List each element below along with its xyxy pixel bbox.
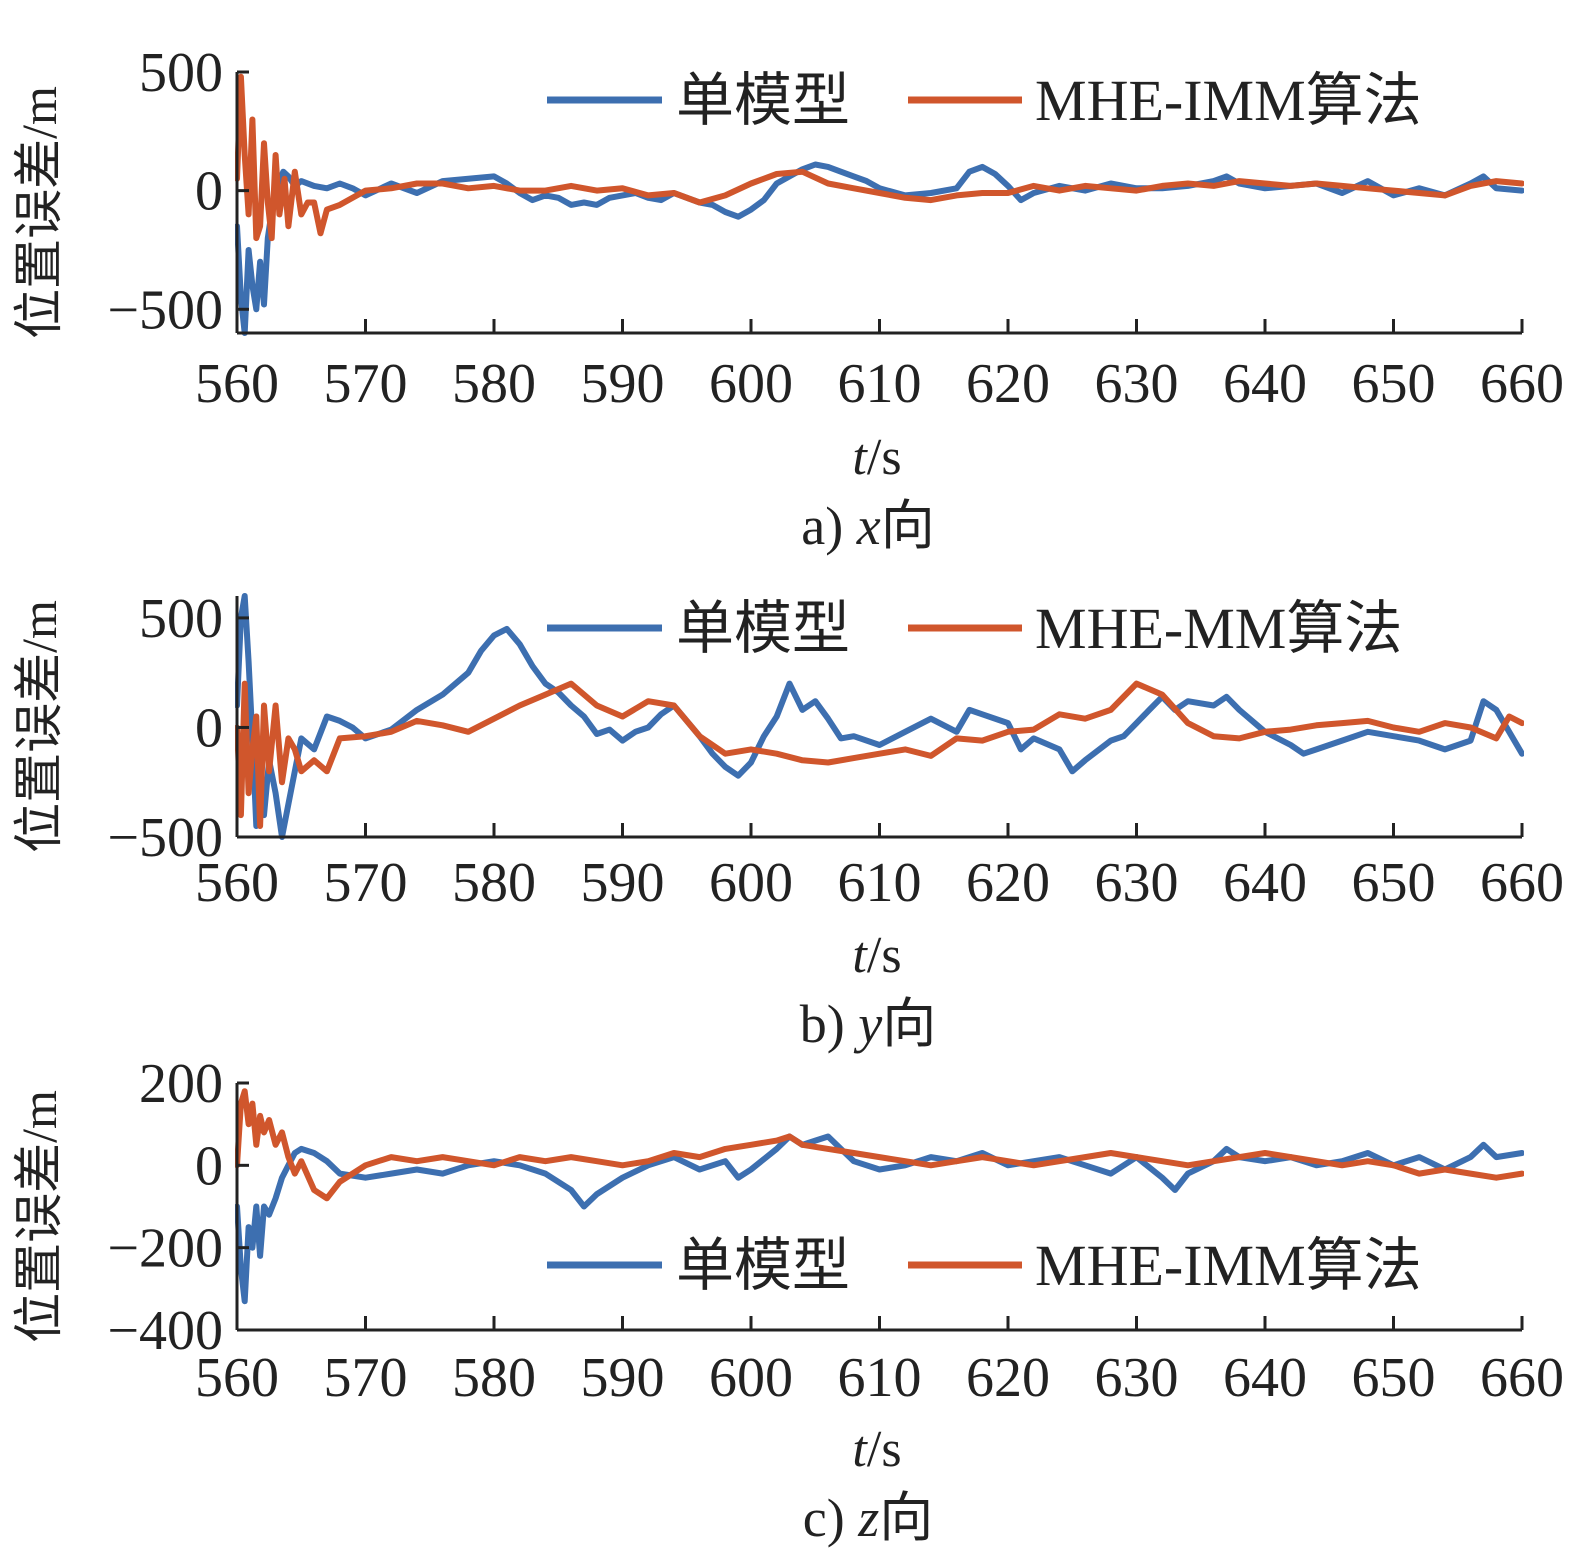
y-tick-label: 0 — [195, 161, 223, 223]
x-tick-label: 630 — [1095, 852, 1179, 914]
legend-label-single-model: 单模型 — [676, 596, 850, 661]
x-tick-label: 580 — [452, 1347, 536, 1409]
x-tick-label: 630 — [1095, 353, 1179, 415]
series-line-mhe-imm — [235, 1088, 1524, 1202]
chart-panel-1: 500 0 −500 560 570 580 590 600 610 620 630 640 650 66… — [11, 42, 1564, 556]
x-tick-label: 640 — [1223, 353, 1307, 415]
x-tick-label: 560 — [195, 353, 279, 415]
x-tick-label: 640 — [1223, 852, 1307, 914]
x-tick-label: 610 — [838, 1347, 922, 1409]
y-tick-label: 0 — [195, 1135, 223, 1197]
x-tick-label: 620 — [966, 1347, 1050, 1409]
y-tick-label: −400 — [107, 1300, 223, 1362]
legend-label-single-model: 单模型 — [676, 68, 850, 133]
x-tick-label: 590 — [581, 353, 665, 415]
x-tick-label: 560 — [195, 852, 279, 914]
y-axis-label: 位置误差/m — [11, 1090, 67, 1343]
x-axis-label: t/s — [852, 429, 901, 486]
x-tick-label: 590 — [581, 852, 665, 914]
x-tick-label: 580 — [452, 353, 536, 415]
legend-label-mhe-imm: MHE-IMM算法 — [1035, 1233, 1422, 1298]
x-tick-label: 620 — [966, 852, 1050, 914]
legend-label-mhe-imm: MHE-IMM算法 — [1035, 68, 1422, 133]
y-tick-label: −200 — [107, 1218, 223, 1280]
x-tick-label: 590 — [581, 1347, 665, 1409]
x-tick-label: 660 — [1480, 353, 1564, 415]
x-axis-label: t/s — [852, 1421, 901, 1478]
y-axis-label: 位置误差/m — [11, 600, 67, 853]
x-tick-label: 660 — [1480, 1347, 1564, 1409]
panel-caption: b) y向 — [800, 994, 936, 1054]
x-tick-label: 640 — [1223, 1347, 1307, 1409]
x-axis-label: t/s — [852, 927, 901, 984]
x-tick-label: 580 — [452, 852, 536, 914]
y-tick-label: 200 — [139, 1053, 223, 1115]
y-axis-label: 位置误差/m — [11, 86, 67, 339]
panel-caption: a) x向 — [801, 496, 934, 556]
panel-caption: c) z向 — [803, 1488, 933, 1548]
y-tick-label: −500 — [107, 279, 223, 341]
x-tick-label: 610 — [838, 353, 922, 415]
x-tick-label: 600 — [709, 1347, 793, 1409]
x-tick-label: 610 — [838, 852, 922, 914]
y-tick-label: −500 — [107, 807, 223, 869]
x-tick-label: 570 — [324, 852, 408, 914]
x-tick-label: 650 — [1352, 852, 1436, 914]
x-tick-label: 650 — [1352, 353, 1436, 415]
x-tick-label: 600 — [709, 353, 793, 415]
y-tick-label: 500 — [139, 42, 223, 104]
x-tick-label: 660 — [1480, 852, 1564, 914]
series-line-mhe-imm — [235, 73, 1524, 242]
legend-label-mhe-imm: MHE-MM算法 — [1035, 596, 1402, 661]
legend: 单模型 MHE-MM算法 — [547, 596, 1402, 661]
series-line-single-model — [235, 593, 1524, 840]
y-tick-label: 0 — [195, 697, 223, 759]
legend: 单模型 MHE-IMM算法 — [547, 1233, 1422, 1298]
x-tick-label: 600 — [709, 852, 793, 914]
legend-label-single-model: 单模型 — [676, 1233, 850, 1298]
x-tick-label: 570 — [324, 1347, 408, 1409]
series-line-single-model — [235, 161, 1524, 336]
x-tick-label: 620 — [966, 353, 1050, 415]
series-line-mhe-imm — [235, 680, 1524, 829]
y-tick-label: 500 — [139, 588, 223, 650]
x-tick-label: 630 — [1095, 1347, 1179, 1409]
x-tick-label: 560 — [195, 1347, 279, 1409]
x-tick-label: 570 — [324, 353, 408, 415]
x-tick-label: 650 — [1352, 1347, 1436, 1409]
legend: 单模型 MHE-IMM算法 — [547, 68, 1422, 133]
